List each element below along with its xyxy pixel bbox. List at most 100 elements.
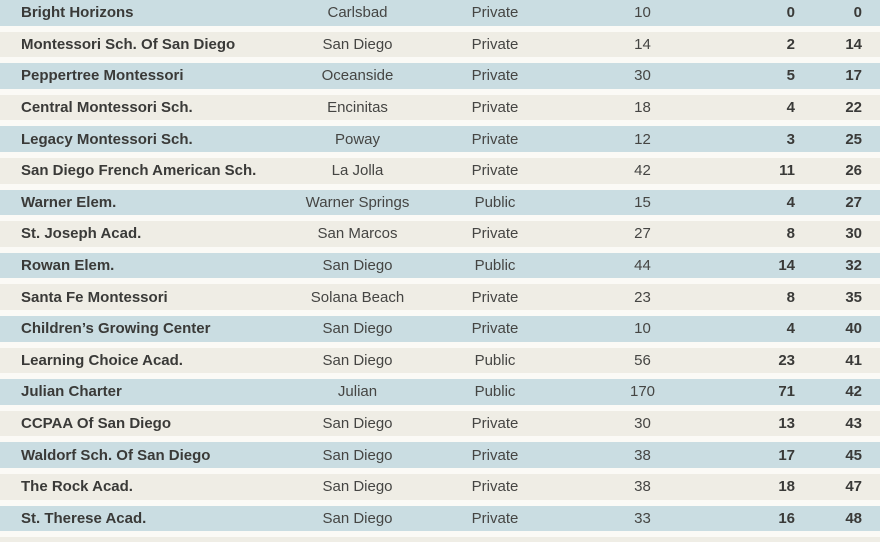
table-row: Central Montessori Sch. Encinitas Privat… bbox=[0, 94, 880, 121]
school-name-cell: Santa Fe Montessori bbox=[21, 288, 168, 306]
table-row: Peppertree Montessori Oceanside Private … bbox=[0, 63, 880, 89]
school-name-cell: The Rock Acad. bbox=[21, 478, 133, 496]
table-row: Learning Choice Acad. San Diego Public 5… bbox=[0, 347, 880, 374]
numeric-cell-2: 0 bbox=[786, 4, 795, 22]
numeric-cell-1: 18 bbox=[634, 99, 651, 117]
school-name-cell: Warner Elem. bbox=[21, 193, 117, 211]
numeric-cell-1: 27 bbox=[634, 225, 651, 243]
numeric-cell-3: 41 bbox=[845, 351, 862, 369]
numeric-cell-1: 30 bbox=[634, 415, 651, 433]
numeric-cell-1: 38 bbox=[634, 478, 651, 496]
numeric-cell-2: 4 bbox=[786, 320, 795, 338]
school-name-cell: San Diego French American Sch. bbox=[21, 162, 257, 180]
city-cell: San Diego bbox=[322, 446, 393, 464]
table-row: St. Therese Acad. San Diego Private 33 1… bbox=[0, 505, 880, 532]
school-type-cell: Public bbox=[474, 257, 516, 275]
school-name-cell: Legacy Montessori Sch. bbox=[21, 130, 193, 148]
numeric-cell-3: 48 bbox=[845, 509, 862, 527]
table-row: Children’s Growing Center San Diego Priv… bbox=[0, 315, 880, 342]
numeric-cell-3: 42 bbox=[845, 383, 862, 401]
school-type-cell: Private bbox=[471, 509, 519, 527]
city-cell: San Diego bbox=[322, 509, 393, 527]
school-type-cell: Public bbox=[474, 193, 516, 211]
city-cell: San Diego bbox=[322, 415, 393, 433]
school-name-cell: Waldorf Sch. Of San Diego bbox=[21, 446, 211, 464]
city-cell: San Diego bbox=[322, 35, 393, 53]
table-row: St. Joseph Acad. San Marcos Private 27 8… bbox=[0, 221, 880, 247]
numeric-cell-3: 43 bbox=[845, 415, 862, 433]
numeric-cell-3: 30 bbox=[845, 225, 862, 243]
school-type-cell: Private bbox=[471, 162, 519, 180]
numeric-cell-3: 45 bbox=[845, 446, 862, 464]
numeric-cell-3: 32 bbox=[845, 257, 862, 275]
numeric-cell-3: 14 bbox=[845, 35, 862, 53]
numeric-cell-2: 11 bbox=[779, 162, 795, 180]
city-cell: San Diego bbox=[322, 478, 393, 496]
school-name-cell: Central Montessori Sch. bbox=[21, 99, 193, 117]
numeric-cell-2: 16 bbox=[778, 509, 795, 527]
numeric-cell-1: 10 bbox=[634, 4, 651, 22]
school-name-cell: Peppertree Montessori bbox=[21, 67, 184, 85]
numeric-cell-3: 17 bbox=[845, 67, 862, 85]
numeric-cell-1: 42 bbox=[634, 162, 651, 180]
school-name-cell: Julian Charter bbox=[21, 383, 122, 401]
numeric-cell-3: 0 bbox=[853, 4, 862, 22]
table-row: The Rock Acad. San Diego Private 38 18 4… bbox=[0, 473, 880, 500]
table-row: Bright Horizons Carlsbad Private 10 0 0 bbox=[0, 0, 880, 26]
numeric-cell-3: 26 bbox=[845, 162, 862, 180]
table-row: Rowan Elem. San Diego Public 44 14 32 bbox=[0, 252, 880, 279]
numeric-cell-2: 2 bbox=[786, 35, 795, 53]
table-row: Montessori Sch. Of San Diego San Diego P… bbox=[0, 31, 880, 58]
city-cell: Julian bbox=[337, 383, 378, 401]
school-name-cell: St. Joseph Acad. bbox=[21, 225, 142, 243]
numeric-cell-1: 15 bbox=[634, 193, 651, 211]
school-type-cell: Public bbox=[474, 383, 516, 401]
table-row: CCPAA Of San Diego San Diego Private 30 … bbox=[0, 410, 880, 437]
numeric-cell-3: 27 bbox=[845, 193, 862, 211]
city-cell: San Diego bbox=[322, 257, 393, 275]
school-type-cell: Public bbox=[474, 351, 516, 369]
numeric-cell-3: 47 bbox=[845, 478, 862, 496]
numeric-cell-2: 3 bbox=[786, 130, 795, 148]
numeric-cell-1: 30 bbox=[634, 67, 651, 85]
numeric-cell-3: 40 bbox=[845, 320, 862, 338]
numeric-cell-1: 10 bbox=[634, 320, 651, 338]
school-type-cell: Private bbox=[471, 415, 519, 433]
numeric-cell-2: 17 bbox=[778, 446, 795, 464]
numeric-cell-3: 25 bbox=[845, 130, 862, 148]
table-row: Julian Charter Julian Public 170 71 42 bbox=[0, 379, 880, 405]
numeric-cell-1: 38 bbox=[634, 446, 651, 464]
school-type-cell: Private bbox=[471, 99, 519, 117]
numeric-cell-1: 170 bbox=[629, 383, 656, 401]
numeric-cell-1: 44 bbox=[634, 257, 651, 275]
school-type-cell: Private bbox=[471, 320, 519, 338]
numeric-cell-2: 5 bbox=[786, 67, 795, 85]
school-type-cell: Private bbox=[471, 35, 519, 53]
numeric-cell-1: 12 bbox=[634, 130, 651, 148]
numeric-cell-1: 14 bbox=[634, 35, 651, 53]
numeric-cell-3: 22 bbox=[845, 99, 862, 117]
school-type-cell: Private bbox=[471, 446, 519, 464]
table-row bbox=[0, 537, 880, 542]
city-cell: Warner Springs bbox=[305, 193, 410, 211]
city-cell: Oceanside bbox=[321, 67, 394, 85]
numeric-cell-2: 13 bbox=[778, 415, 795, 433]
numeric-cell-2: 14 bbox=[778, 257, 795, 275]
school-name-cell: CCPAA Of San Diego bbox=[21, 415, 172, 433]
table-row: Santa Fe Montessori Solana Beach Private… bbox=[0, 284, 880, 310]
city-cell: San Diego bbox=[322, 320, 393, 338]
city-cell: Carlsbad bbox=[327, 4, 388, 22]
numeric-cell-1: 56 bbox=[634, 351, 651, 369]
school-name-cell: Rowan Elem. bbox=[21, 257, 115, 275]
school-type-cell: Private bbox=[471, 67, 519, 85]
school-name-cell: Montessori Sch. Of San Diego bbox=[21, 35, 236, 53]
school-type-cell: Private bbox=[471, 478, 519, 496]
school-name-cell: St. Therese Acad. bbox=[21, 509, 147, 527]
table-row: San Diego French American Sch. La Jolla … bbox=[0, 157, 880, 184]
numeric-cell-2: 8 bbox=[786, 288, 795, 306]
numeric-cell-2: 8 bbox=[786, 225, 795, 243]
table-row: Legacy Montessori Sch. Poway Private 12 … bbox=[0, 126, 880, 152]
city-cell: San Marcos bbox=[317, 225, 398, 243]
city-cell: San Diego bbox=[322, 351, 393, 369]
